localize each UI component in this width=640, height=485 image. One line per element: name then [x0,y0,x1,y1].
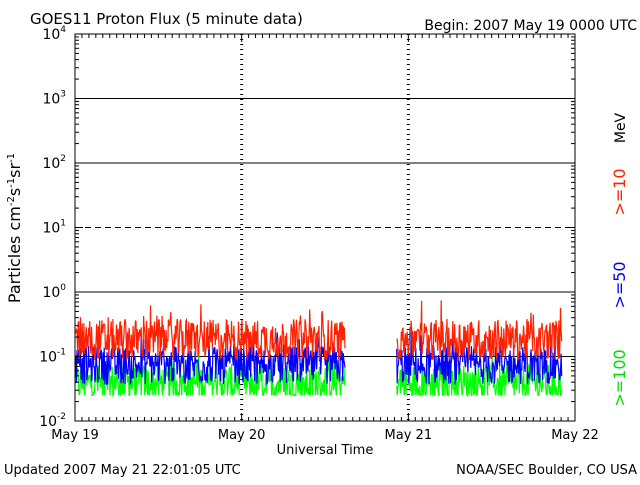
legend-ge100: >=100 [610,349,629,406]
units-label: MeV [613,112,629,143]
x-tick-label-3: May 22 [551,428,599,443]
legend-ge10: >=10 [610,168,629,215]
y-label-sup2: -1 [6,178,17,188]
y-tick-label-1: 10-1 [39,348,66,366]
series-line->=50-seg1 [396,332,563,385]
y-label-main: Particles cm [5,206,24,303]
y-label-mid1: s [5,188,24,196]
y-label-mid2: sr [5,163,24,178]
y-tick-label-6: 104 [42,25,66,43]
series-layer [75,300,563,398]
y-tick-label-3: 101 [42,219,66,237]
y-label-sup3: -1 [6,153,17,163]
begin-time: Begin: 2007 May 19 0000 UTC [424,18,637,34]
series-line->=50-seg0 [75,332,346,386]
y-axis-ticks: 10-2 10-1 100 101 102 103 104 [39,25,575,430]
updated-time: Updated 2007 May 21 22:01:05 UTC [4,463,241,478]
x-tick-label-1: May 20 [218,428,266,443]
chart-title: GOES11 Proton Flux (5 minute data) [30,10,303,28]
x-axis-ticks: May 19 May 20 May 21 May 22 [51,34,599,443]
series-line->=10-seg1 [396,300,563,361]
y-label-sup1: -2 [6,196,17,206]
y-tick-label-2: 100 [42,283,66,301]
y-axis-label: Particles cm-2s-1sr-1 [5,153,24,303]
series-line->=10-seg0 [75,304,346,361]
legend-ge50: >=50 [610,261,629,308]
x-tick-label-2: May 21 [385,428,433,443]
x-tick-label-0: May 19 [51,428,99,443]
y-tick-label-0: 10-2 [39,412,66,430]
x-axis-label: Universal Time [277,443,374,458]
credit: NOAA/SEC Boulder, CO USA [456,463,637,478]
y-tick-label-4: 102 [42,154,66,172]
y-tick-label-5: 103 [42,90,66,108]
